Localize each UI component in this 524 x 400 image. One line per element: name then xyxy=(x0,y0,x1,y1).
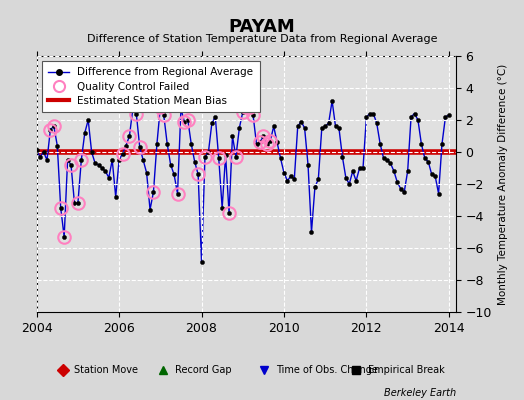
Text: Difference of Station Temperature Data from Regional Average: Difference of Station Temperature Data f… xyxy=(87,34,437,44)
Text: Empirical Break: Empirical Break xyxy=(368,365,444,375)
Legend: Difference from Regional Average, Quality Control Failed, Estimated Station Mean: Difference from Regional Average, Qualit… xyxy=(42,61,259,112)
Text: Time of Obs. Change: Time of Obs. Change xyxy=(276,365,377,375)
Y-axis label: Monthly Temperature Anomaly Difference (°C): Monthly Temperature Anomaly Difference (… xyxy=(497,63,508,305)
Text: PAYAM: PAYAM xyxy=(228,18,296,36)
Text: Record Gap: Record Gap xyxy=(175,365,232,375)
Text: Berkeley Earth: Berkeley Earth xyxy=(384,388,456,398)
Text: Station Move: Station Move xyxy=(74,365,138,375)
